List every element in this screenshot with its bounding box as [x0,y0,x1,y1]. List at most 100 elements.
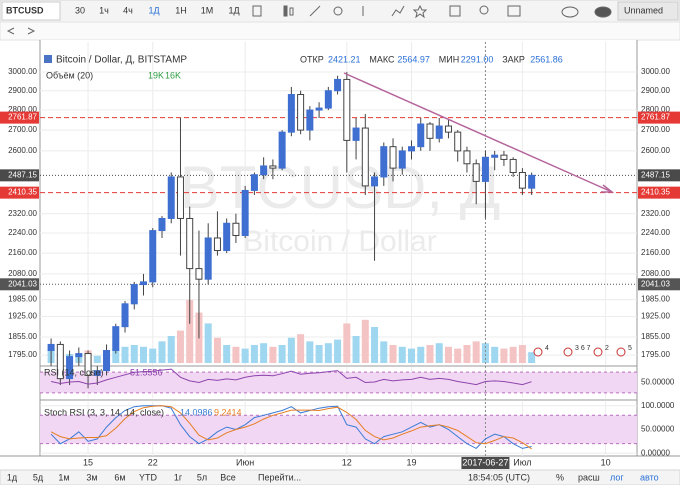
main-pane [40,40,637,365]
y-tick-label: 3000.00 [641,67,670,76]
candle-body [250,174,258,191]
icon-settings[interactable] [333,6,343,16]
volume-bar [278,345,286,363]
icon-bulb[interactable] [479,5,489,15]
interval[interactable]: 1Н [175,5,187,15]
x-tick-label: 22 [148,457,158,467]
range-button[interactable]: 6м [114,472,125,482]
y-tick-label-left: 1855.00 [8,332,37,341]
x-tick-label: Июл [513,457,531,467]
y-tick-label: 2240.00 [641,228,670,237]
range-button[interactable]: 5л [197,472,207,482]
candle-body [500,154,508,160]
watermark-symbol: BTCUSD, Д [180,154,501,221]
candle-body [371,176,379,187]
x-tick-label: 19 [406,457,416,467]
trend-arrow [601,184,615,193]
range-button[interactable]: 5д [33,472,44,482]
series-title: Bitcoin / Dollar, Д, BITSTAMP [56,55,187,66]
volume-bar [343,323,351,363]
icon-dropdown[interactable] [252,5,262,17]
candle-body [278,131,286,169]
icon-redo[interactable] [27,27,36,35]
ohlc-name: МИН [439,54,459,64]
volume-bar [454,348,462,363]
icon-screenshot[interactable] [507,5,521,17]
watermark-name: Bitcoin / Dollar [243,225,436,258]
candle-body [213,237,221,252]
volume-bar [213,337,221,363]
range-button[interactable]: 1м [58,472,69,482]
event-flag[interactable] [593,347,603,357]
stoch-title: Stoch RSI (3, 3, 14, 14, close) [44,407,164,417]
icon-save[interactable] [594,6,612,18]
price-level-box [638,111,680,124]
range-button[interactable]: 1д [7,472,18,482]
candle-body [334,78,342,92]
icon-candles[interactable] [283,5,288,17]
price-level-box-left [0,111,39,124]
volume-bar [112,348,120,363]
candle-body [241,189,249,236]
volume-bar [287,337,295,363]
volume-bar [269,346,277,363]
interval[interactable]: 1ч [99,5,109,15]
volume-bar [232,346,240,363]
candle-body [324,90,332,109]
candle-body [509,158,517,174]
scale-option[interactable]: авто [640,472,659,482]
volume-bar [334,339,342,363]
range-button[interactable]: 1г [174,472,183,482]
icon-edit[interactable] [449,5,461,17]
icon-indicators[interactable] [309,5,321,17]
trend-line[interactable] [343,72,613,193]
volume-bar [324,343,332,363]
y-tick-label-left: 3000.00 [8,67,37,76]
icon-cloud[interactable] [561,6,579,18]
volume-bar [158,341,166,363]
scale-option[interactable]: лог [610,472,624,482]
y-tick-label: 1795.00 [641,350,670,359]
symbol: BTCUSD [6,5,44,15]
interval[interactable]: 1Д [148,5,159,15]
y-tick-label-left: 1795.00 [8,350,37,359]
scale-option[interactable]: расш [578,472,600,482]
event-flag[interactable] [616,347,626,357]
candle-body [232,222,240,236]
scale-option[interactable]: % [556,472,564,482]
icon-candles[interactable] [289,7,294,16]
icon-star[interactable] [412,4,428,19]
interval[interactable]: 1М [201,5,214,15]
candle-body [66,356,74,380]
candle-body [121,303,129,328]
range-button[interactable]: 3м [86,472,97,482]
volume-bar [408,348,416,363]
candle-body [417,123,425,148]
interval[interactable]: 30 [75,5,85,15]
y-tick-label: 1855.00 [641,332,670,341]
range-button[interactable]: Все [220,472,236,482]
symbol-box[interactable] [1,1,61,21]
y-tick-label: 2320.00 [641,209,670,218]
x-tick-label: 12 [342,457,352,467]
icon-undo[interactable] [6,27,15,35]
candle-body [186,217,194,270]
icon-alert[interactable] [391,5,405,17]
candle-body [158,217,166,232]
goto-date[interactable]: Перейти... [258,472,301,482]
event-flag[interactable] [533,347,543,357]
interval[interactable]: 4ч [123,5,133,15]
indicator-line [50,405,532,450]
layout-box[interactable] [617,1,679,21]
y-tick-label: 2080.00 [641,269,670,278]
volume-bar [241,348,249,363]
ohlc-name: МАКС [369,54,395,64]
candle-body [75,353,83,358]
event-flag[interactable] [563,347,573,357]
candle-body [361,127,369,187]
y-tick-label-left: 2900.00 [8,86,37,95]
volume-bar [491,346,499,363]
band [40,415,637,444]
range-button[interactable]: YTD [139,472,158,482]
chart-style[interactable]: 1Д [228,5,239,15]
